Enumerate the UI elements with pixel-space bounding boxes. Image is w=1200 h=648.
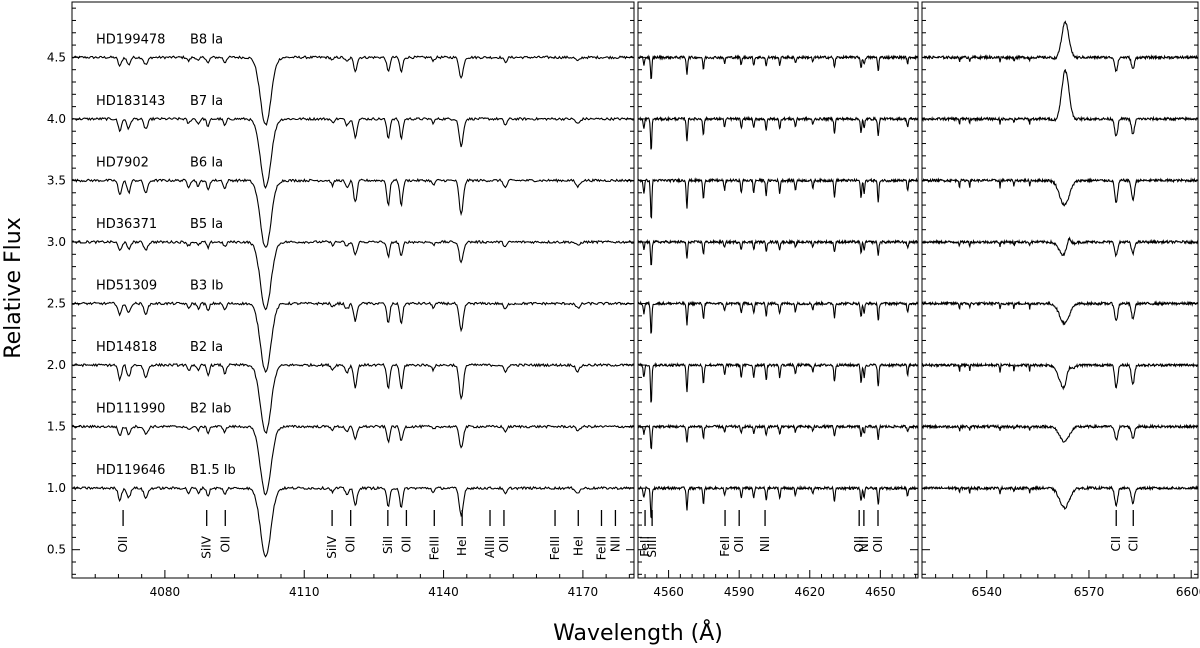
spectrum-HD7902-panel-3	[921, 177, 1199, 207]
line-id-label: OII	[116, 536, 130, 553]
line-id-label: NII	[857, 536, 871, 552]
x-tick-label: 4140	[428, 585, 459, 599]
star-name-label: HD199478	[96, 32, 165, 47]
star-name-label: HD111990	[96, 402, 165, 417]
line-id-label: FeIII	[427, 536, 441, 560]
spectrum-HD183143-panel-2	[637, 115, 919, 150]
spectra-series	[71, 20, 1199, 558]
line-id-label: HeI	[455, 536, 469, 556]
y-tick-label: 4.5	[47, 50, 66, 64]
spectrum-HD14818-panel-1	[71, 362, 635, 434]
x-tick-label: 4560	[653, 585, 684, 599]
line-id-label: OII	[732, 536, 746, 553]
panel-frames	[71, 1, 1199, 579]
y-tick-label: 2.5	[47, 297, 66, 311]
spectrum-HD199478-panel-1	[71, 55, 635, 126]
y-tick-label: 3.5	[47, 173, 66, 187]
spectrum-HD7902-panel-1	[71, 177, 635, 248]
y-tick-label: 4.0	[47, 112, 66, 126]
spectral-type-label: B7 Ia	[190, 94, 223, 109]
axis-ticks: 4080 4110 4140 4170 4560 4590 4620 4650 6540 6570…	[47, 7, 1200, 599]
spectral-type-label: B8 Ia	[190, 32, 223, 47]
line-id-label: FeII	[718, 536, 732, 557]
line-id-label: NII	[758, 536, 772, 552]
y-tick-label: 2.0	[47, 358, 66, 372]
line-id-label: FeIII	[548, 536, 562, 560]
line-id-label: FeII	[638, 536, 652, 557]
spectral-type-label: B1.5 Ib	[190, 463, 236, 478]
line-id-label: OII	[852, 536, 866, 553]
line-id-label: FeIII	[594, 536, 608, 560]
y-tick-label: 0.5	[47, 543, 66, 557]
star-name-label: HD36371	[96, 217, 157, 232]
spectrum-HD119646-panel-3	[921, 484, 1199, 511]
spectral-type-label: B2 Iab	[190, 402, 231, 417]
spectrum-HD14818-panel-3	[921, 362, 1199, 391]
line-id-label: OII	[218, 536, 232, 553]
x-tick-label: 4650	[865, 585, 896, 599]
spectrum-HD7902-panel-2	[638, 177, 919, 219]
spectrum-HD183143-panel-3	[921, 68, 1199, 137]
x-tick-label: 4110	[289, 585, 320, 599]
spectral-type-label: B3 Ib	[190, 279, 223, 294]
panel-frame-3	[921, 1, 1199, 579]
star-name-label: HD51309	[96, 279, 157, 294]
line-id-label: OII	[497, 536, 511, 553]
star-name-label: HD119646	[96, 463, 165, 478]
x-tick-label: 4170	[568, 585, 599, 599]
spectrum-HD111990-panel-3	[921, 423, 1199, 443]
spectrum-HD36371-panel-3	[922, 236, 1199, 258]
line-id-label: SiIV	[200, 535, 214, 558]
spectrum-HD119646-panel-2	[637, 484, 919, 519]
x-tick-label: 4590	[724, 585, 755, 599]
line-id-label: OII	[399, 536, 413, 553]
spectrum-HD36371-panel-1	[71, 239, 635, 311]
spectrum-HD51309-panel-3	[921, 300, 1199, 326]
x-tick-label: 6570	[1074, 585, 1105, 599]
spectral-type-label: B2 Ia	[190, 340, 223, 355]
spectrum-HD51309-panel-1	[71, 301, 635, 374]
line-id-label: NII	[608, 536, 622, 552]
x-tick-label: 4080	[150, 585, 181, 599]
line-id-label: OII	[871, 536, 885, 553]
y-tick-label: 3.0	[47, 235, 66, 249]
x-tick-label: 4620	[794, 585, 825, 599]
spectrum-HD36371-panel-2	[637, 238, 919, 266]
y-tick-label: 1.0	[47, 481, 66, 495]
panel-frame-2	[637, 1, 919, 579]
star-name-label: HD14818	[96, 340, 157, 355]
spectrum-HD111990-panel-1	[71, 424, 635, 496]
x-tick-label: 6540	[971, 585, 1002, 599]
spectral-type-label: B5 Ia	[190, 217, 223, 232]
spectrum-HD119646-panel-1	[71, 485, 635, 558]
star-name-label: HD7902	[96, 155, 149, 170]
line-id-label: SiIII	[645, 536, 659, 558]
spectrum-HD51309-panel-2	[637, 300, 919, 334]
line-id-label: OII	[344, 536, 358, 553]
spectrum-HD14818-panel-2	[637, 361, 919, 403]
line-id-label: HeI	[571, 536, 585, 556]
x-axis-title: Wavelength (Å)	[553, 619, 723, 646]
y-axis-title: Relative Flux	[1, 217, 26, 358]
spectrum-HD199478-panel-3	[922, 20, 1199, 73]
panel-frame-1	[71, 1, 635, 579]
line-identification-marks: OII SiIV OII SiIV OII SiII OII FeIII HeI AlIII OII…	[116, 510, 1140, 560]
line-id-label: CII	[1109, 536, 1123, 551]
star-labels: HD199478 B8 Ia HD183143 B7 Ia HD7902 B6 Ia HD3…	[96, 32, 236, 478]
y-tick-label: 1.5	[47, 420, 66, 434]
line-id-label: CII	[1126, 536, 1140, 551]
spectral-type-label: B6 Ia	[190, 155, 223, 170]
line-id-label: SiIV	[325, 535, 339, 558]
spectrum-HD199478-panel-2	[637, 54, 919, 80]
spectrum-HD111990-panel-2	[637, 423, 919, 450]
star-name-label: HD183143	[96, 94, 165, 109]
line-id-label: SiII	[381, 536, 395, 554]
line-id-label: AlIII	[483, 536, 497, 558]
spectrum-HD183143-panel-1	[71, 116, 634, 189]
